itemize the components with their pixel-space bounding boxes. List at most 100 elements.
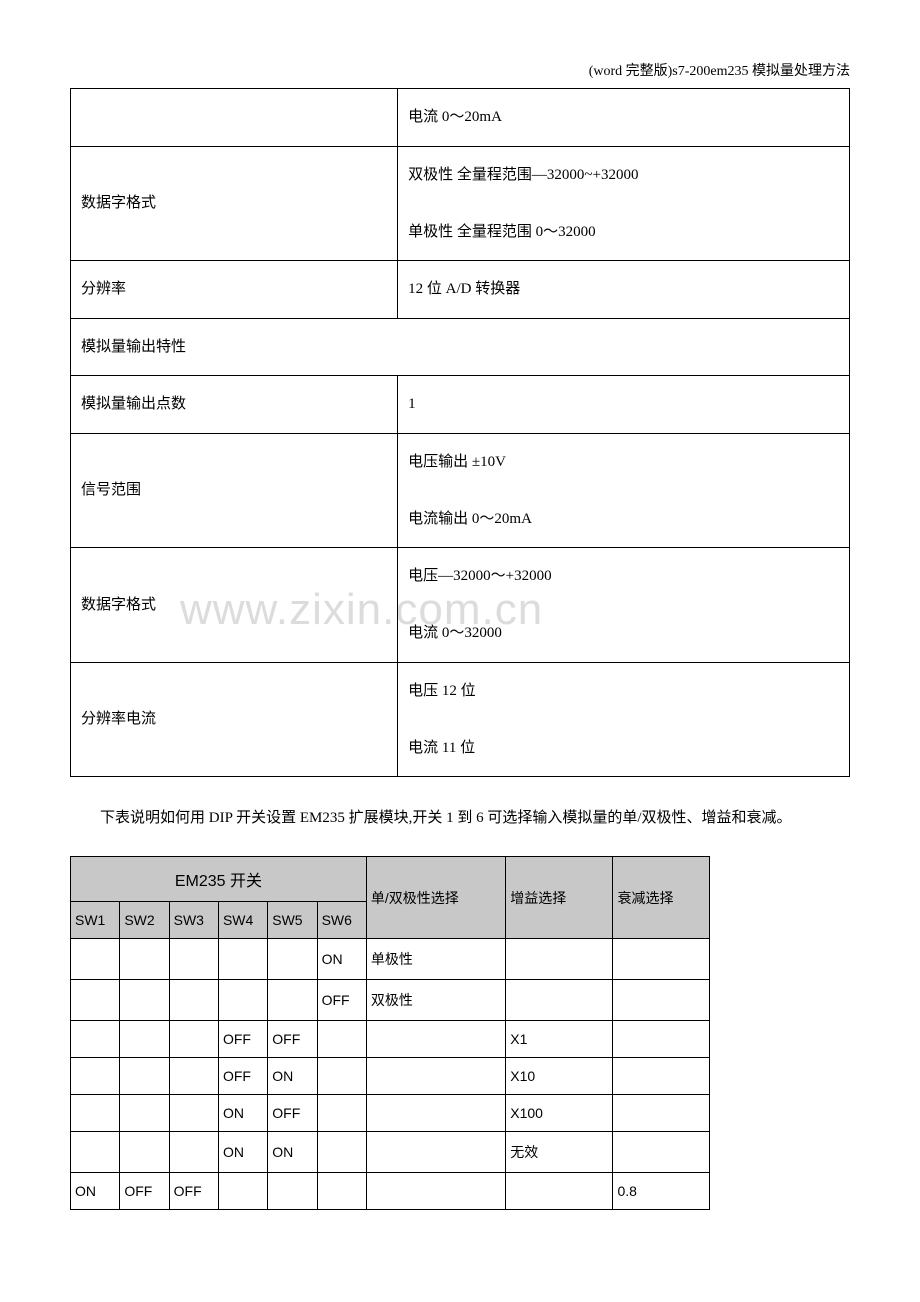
dip-att-cell xyxy=(613,939,710,980)
spec-cell-right: 电压—32000～+32000电流 0～32000 xyxy=(398,548,850,663)
spec-row: 数据字格式双极性 全量程范围—32000~+32000单极性 全量程范围 0～3… xyxy=(71,146,850,261)
spec-cell-span: 模拟量输出特性 xyxy=(71,318,850,376)
spec-cell-right: 电压输出 ±10V电流输出 0～20mA xyxy=(398,433,850,548)
dip-sw-cell xyxy=(218,1173,267,1210)
dip-gain-cell: X10 xyxy=(506,1058,613,1095)
dip-sw-cell xyxy=(71,1095,120,1132)
dip-sw-cell xyxy=(71,980,120,1021)
dip-sw-cell: OFF xyxy=(218,1058,267,1095)
dip-pol-cell xyxy=(366,1021,505,1058)
spec-row: 分辨率12 位 A/D 转换器 xyxy=(71,261,850,319)
dip-sw-cell xyxy=(317,1095,366,1132)
spec-cell-left: 数据字格式 xyxy=(71,146,398,261)
dip-pol-cell xyxy=(366,1173,505,1210)
dip-sw-cell xyxy=(120,1132,169,1173)
spec-cell-left: 分辨率 xyxy=(71,261,398,319)
dip-gain-header: 增益选择 xyxy=(506,857,613,939)
dip-sw-cell: OFF xyxy=(268,1095,317,1132)
dip-row: ON单极性 xyxy=(71,939,710,980)
dip-att-cell: 0.8 xyxy=(613,1173,710,1210)
dip-row: OFF双极性 xyxy=(71,980,710,1021)
dip-sw-cell xyxy=(71,1021,120,1058)
dip-row: ONON 无效 xyxy=(71,1132,710,1173)
spec-row: 信号范围电压输出 ±10V电流输出 0～20mA xyxy=(71,433,850,548)
dip-sw-cell xyxy=(218,939,267,980)
dip-sw-cell xyxy=(317,1132,366,1173)
dip-intro-text: 下表说明如何用 DIP 开关设置 EM235 扩展模块,开关 1 到 6 可选择… xyxy=(70,799,850,838)
dip-sw-cell xyxy=(169,1021,218,1058)
spec-cell-right: 1 xyxy=(398,376,850,434)
dip-sw-cell xyxy=(317,1058,366,1095)
dip-sw-cell xyxy=(218,980,267,1021)
dip-sw-cell: ON xyxy=(218,1132,267,1173)
spec-cell-right: 电流 0～20mA xyxy=(398,89,850,147)
dip-row: ONOFFOFF0.8 xyxy=(71,1173,710,1210)
dip-sw-cell xyxy=(71,1132,120,1173)
dip-sw-cell xyxy=(120,980,169,1021)
dip-sw-cell xyxy=(169,1095,218,1132)
dip-pol-cell: 双极性 xyxy=(366,980,505,1021)
dip-att-cell xyxy=(613,980,710,1021)
dip-gain-cell xyxy=(506,939,613,980)
dip-gain-cell: X100 xyxy=(506,1095,613,1132)
spec-cell-right: 12 位 A/D 转换器 xyxy=(398,261,850,319)
dip-gain-cell: X1 xyxy=(506,1021,613,1058)
dip-pol-cell xyxy=(366,1095,505,1132)
dip-sw-cell: OFF xyxy=(218,1021,267,1058)
dip-pol-cell xyxy=(366,1132,505,1173)
spec-row: 电流 0～20mA xyxy=(71,89,850,147)
dip-sw-cell: ON xyxy=(268,1132,317,1173)
dip-sw-header: SW6 xyxy=(317,902,366,939)
spec-cell-left xyxy=(71,89,398,147)
dip-sw-cell xyxy=(120,1058,169,1095)
dip-att-cell xyxy=(613,1132,710,1173)
dip-att-cell xyxy=(613,1095,710,1132)
dip-switch-table: EM235 开关 单/双极性选择 增益选择 衰减选择 SW1SW2SW3SW4S… xyxy=(70,856,710,1210)
spec-cell-left: 信号范围 xyxy=(71,433,398,548)
dip-group-header: EM235 开关 xyxy=(71,857,367,902)
dip-sw-cell xyxy=(169,939,218,980)
dip-sw-cell xyxy=(268,980,317,1021)
spec-table: 电流 0～20mA数据字格式双极性 全量程范围—32000~+32000单极性 … xyxy=(70,88,850,777)
dip-pol-header: 单/双极性选择 xyxy=(366,857,505,939)
dip-sw-cell xyxy=(120,1095,169,1132)
dip-sw-header: SW2 xyxy=(120,902,169,939)
dip-pol-cell: 单极性 xyxy=(366,939,505,980)
dip-sw-cell: OFF xyxy=(317,980,366,1021)
dip-sw-cell xyxy=(317,1173,366,1210)
dip-sw-cell xyxy=(120,1021,169,1058)
dip-pol-cell xyxy=(366,1058,505,1095)
spec-row: 模拟量输出特性 xyxy=(71,318,850,376)
dip-att-cell xyxy=(613,1021,710,1058)
dip-sw-cell xyxy=(169,1058,218,1095)
dip-sw-cell: OFF xyxy=(169,1173,218,1210)
spec-cell-left: 分辨率电流 xyxy=(71,662,398,777)
dip-sw-cell xyxy=(268,1173,317,1210)
dip-row: ONOFF X100 xyxy=(71,1095,710,1132)
dip-sw-header: SW1 xyxy=(71,902,120,939)
dip-gain-cell xyxy=(506,980,613,1021)
spec-cell-right: 双极性 全量程范围—32000~+32000单极性 全量程范围 0～32000 xyxy=(398,146,850,261)
dip-sw-cell xyxy=(169,980,218,1021)
dip-gain-cell: 无效 xyxy=(506,1132,613,1173)
spec-row: 数据字格式电压—32000～+32000电流 0～32000 xyxy=(71,548,850,663)
dip-sw-header: SW3 xyxy=(169,902,218,939)
spec-cell-left: 数据字格式 xyxy=(71,548,398,663)
spec-cell-right: 电压 12 位电流 11 位 xyxy=(398,662,850,777)
dip-sw-cell xyxy=(268,939,317,980)
spec-row: 模拟量输出点数1 xyxy=(71,376,850,434)
dip-sw-header: SW4 xyxy=(218,902,267,939)
dip-gain-cell xyxy=(506,1173,613,1210)
dip-sw-cell: ON xyxy=(218,1095,267,1132)
dip-sw-cell: ON xyxy=(268,1058,317,1095)
dip-sw-header: SW5 xyxy=(268,902,317,939)
dip-row: OFFOFFX1 xyxy=(71,1021,710,1058)
spec-cell-left: 模拟量输出点数 xyxy=(71,376,398,434)
dip-sw-cell: OFF xyxy=(120,1173,169,1210)
dip-sw-cell: ON xyxy=(317,939,366,980)
dip-sw-cell: ON xyxy=(71,1173,120,1210)
dip-sw-cell xyxy=(71,939,120,980)
dip-att-header: 衰减选择 xyxy=(613,857,710,939)
page-header: (word 完整版)s7-200em235 模拟量处理方法 xyxy=(70,60,850,80)
dip-sw-cell xyxy=(71,1058,120,1095)
